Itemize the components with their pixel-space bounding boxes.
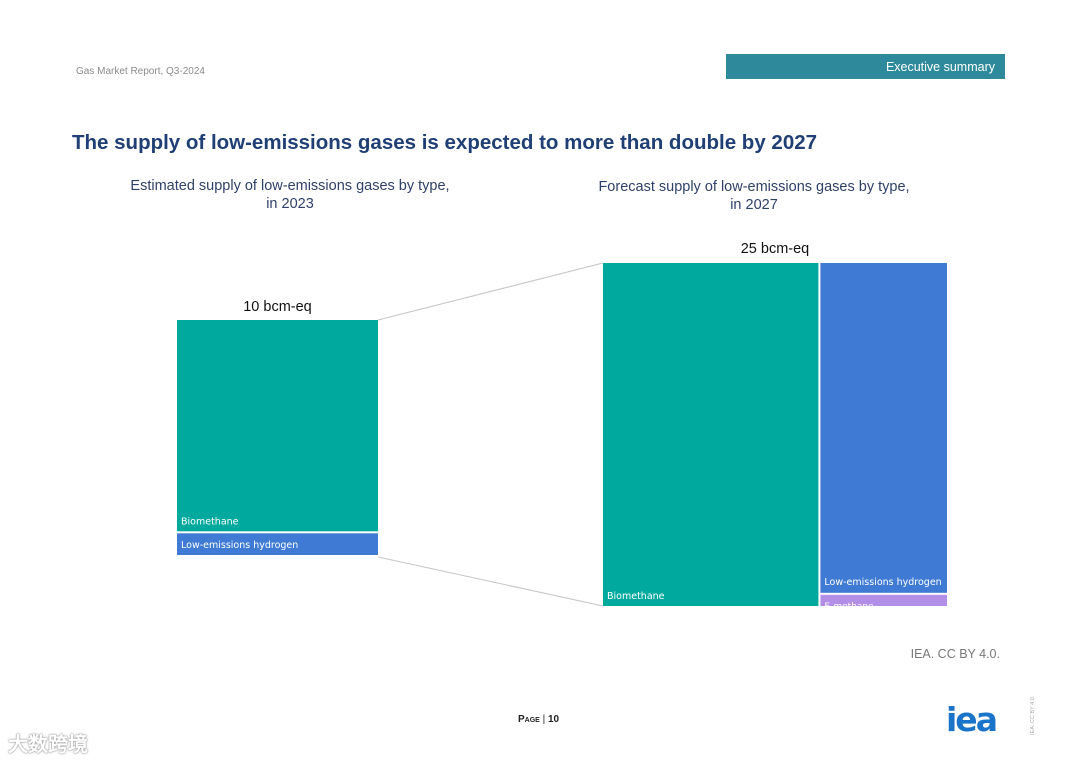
page-title: The supply of low-emissions gases is exp… xyxy=(72,131,818,154)
segment-label-2023-low-emissions-hydrogen: Low-emissions hydrogen xyxy=(181,540,298,551)
segment-2027-e-methane xyxy=(820,594,947,606)
watermark: 大数跨境 xyxy=(8,734,88,756)
chart-2023-title-line-2: in 2023 xyxy=(266,196,314,212)
page-number-value: 10 xyxy=(548,714,560,725)
segment-2027-low-emissions-hydrogen xyxy=(820,263,947,593)
chart-2027-title: Forecast supply of low-emissions gases b… xyxy=(574,178,934,214)
total-label-2023: 10 bcm-eq xyxy=(243,299,312,315)
page-word: Page xyxy=(518,714,540,725)
chart-2027-title-line-1: Forecast supply of low-emissions gases b… xyxy=(598,179,910,195)
segment-label-2027-low-emissions-hydrogen: Low-emissions hydrogen xyxy=(824,577,941,588)
chart-2027-title-line-2: in 2027 xyxy=(730,197,778,213)
section-tab-label: Executive summary xyxy=(885,60,995,74)
segment-label-2027-e-methane: E-methane xyxy=(824,602,874,612)
segment-label-2023-biomethane: Biomethane xyxy=(181,516,239,527)
chart-2023-title-line-1: Estimated supply of low-emissions gases … xyxy=(130,178,450,194)
chart-2023-title: Estimated supply of low-emissions gases … xyxy=(110,177,470,213)
source-note: IEA. CC BY 4.0. xyxy=(910,647,1000,661)
iea-logo: iea xyxy=(946,700,998,739)
page-separator: | xyxy=(539,714,548,725)
connector-line-top xyxy=(377,262,604,321)
license-vertical-text: IEA. CC BY 4.0. xyxy=(1030,695,1036,735)
segment-label-2027-biomethane: Biomethane xyxy=(607,591,665,602)
section-tab[interactable]: Executive summary xyxy=(726,54,1005,79)
report-name: Gas Market Report, Q3-2024 xyxy=(76,66,205,77)
segment-2023-low-emissions-hydrogen xyxy=(177,533,378,555)
segment-2027-biomethane xyxy=(603,263,819,606)
connector-line-bottom xyxy=(377,556,604,607)
segment-2023-biomethane xyxy=(177,320,378,532)
total-label-2027: 25 bcm-eq xyxy=(741,241,810,257)
page-number: Page | 10 xyxy=(518,714,559,725)
